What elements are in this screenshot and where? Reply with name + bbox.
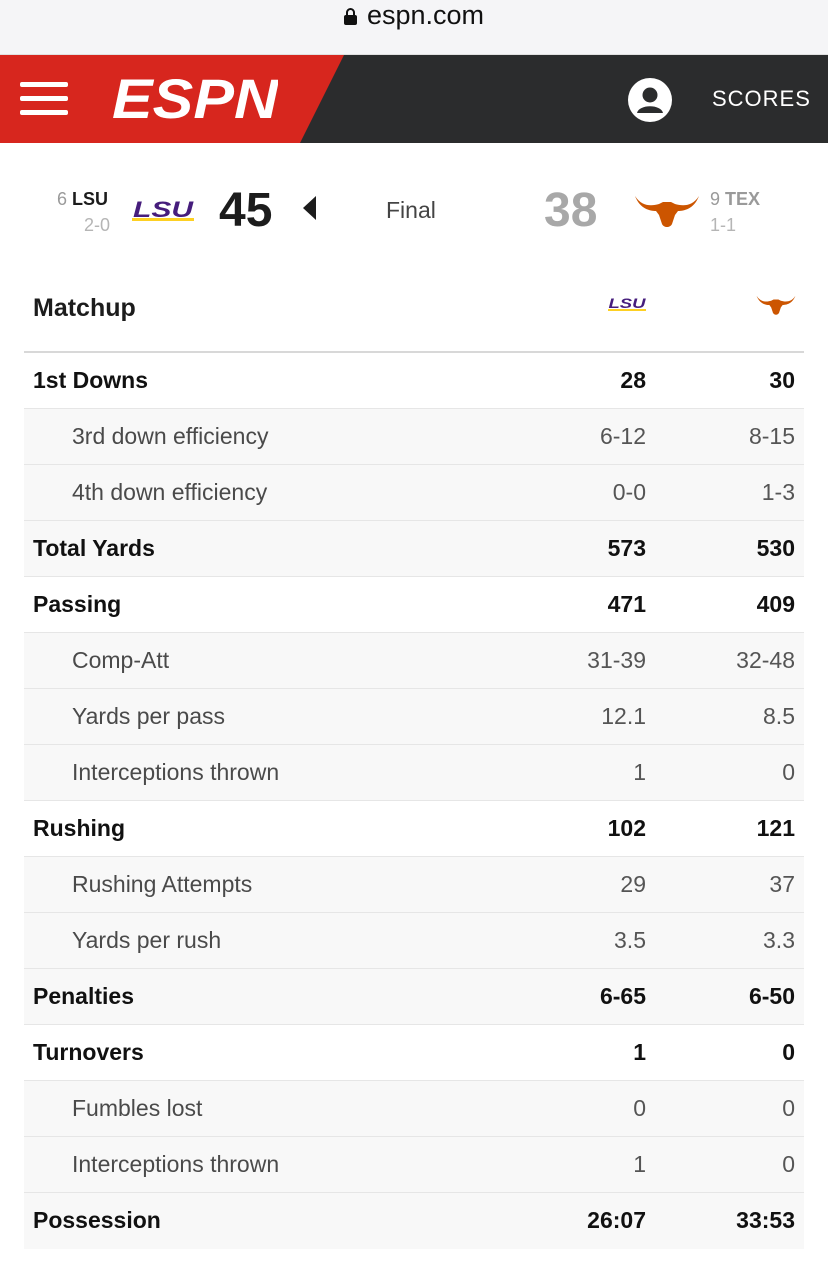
tex-value: 1-3	[761, 479, 795, 505]
tex-value: 6-50	[748, 983, 795, 1009]
stat-label: Passing	[33, 591, 122, 617]
matchup-header: Matchup LSU	[24, 268, 804, 353]
table-row: Total Yards 573 530	[24, 521, 804, 577]
home-team-rank-abbr: 9 TEX	[710, 189, 760, 210]
caret-left-icon	[303, 196, 316, 220]
lsu-value: 6-12	[599, 423, 646, 449]
table-row: 1st Downs 28 30	[24, 353, 804, 409]
table-row: Rushing 102 121	[24, 801, 804, 857]
url-display[interactable]: espn.com	[0, 0, 828, 31]
game-scoreboard[interactable]: 6 LSU 2-0 LSU 45 Final 38 9 TEX 1-1	[0, 143, 828, 268]
tex-value: 30	[769, 367, 795, 393]
tex-value: 32-48	[736, 647, 795, 673]
espn-logo[interactable]: ESPN	[112, 71, 278, 127]
lsu-value: 28	[620, 367, 646, 393]
lsu-value: 6-65	[599, 983, 646, 1009]
table-row: 3rd down efficiency 6-12 8-15	[24, 409, 804, 465]
lsu-value: 3.5	[614, 927, 646, 953]
browser-url-bar[interactable]: espn.com	[0, 0, 828, 55]
tex-value: 8-15	[748, 423, 795, 449]
table-row: Possession 26:07 33:53	[24, 1193, 804, 1249]
table-row: Rushing Attempts 29 37	[24, 857, 804, 913]
lsu-value: 471	[607, 591, 646, 617]
stat-label: 3rd down efficiency	[72, 423, 269, 449]
tex-value: 8.5	[763, 703, 795, 729]
stat-label: Yards per rush	[72, 927, 222, 953]
stat-label: Turnovers	[33, 1039, 144, 1065]
table-row: 4th down efficiency 0-0 1-3	[24, 465, 804, 521]
stat-label: 1st Downs	[33, 367, 149, 393]
lsu-value: 12.1	[601, 703, 646, 729]
tex-value: 33:53	[736, 1207, 795, 1233]
lsu-column-logo: LSU	[608, 296, 647, 311]
header-red-banner	[0, 55, 344, 143]
texas-longhorn-logo	[635, 196, 699, 227]
matchup-title: Matchup	[33, 294, 136, 322]
hamburger-menu-icon[interactable]	[20, 82, 68, 116]
tex-value: 121	[756, 815, 795, 841]
stat-label: Penalties	[33, 983, 134, 1009]
url-text: espn.com	[366, 0, 485, 30]
lsu-logo: LSU	[132, 199, 194, 222]
stat-label: Total Yards	[33, 535, 155, 561]
table-row: Yards per rush 3.5 3.3	[24, 913, 804, 969]
scores-link[interactable]: SCORES	[712, 86, 811, 111]
stats-table: 1st Downs 28 30 3rd down efficiency 6-12…	[24, 353, 804, 1249]
matchup-stats-card: Matchup LSU 1st Downs 28 30 3rd down eff…	[0, 268, 828, 1274]
table-row: Interceptions thrown 1 0	[24, 745, 804, 801]
texas-column-logo	[756, 295, 796, 315]
home-team-score: 38	[544, 184, 598, 237]
lsu-value: 1	[633, 759, 646, 785]
stat-label: Comp-Att	[72, 647, 170, 673]
lsu-value: 26:07	[587, 1207, 646, 1233]
home-team-record: 1-1	[710, 215, 737, 235]
table-row: Penalties 6-65 6-50	[24, 969, 804, 1025]
stat-label: Fumbles lost	[72, 1095, 203, 1121]
away-team-rank: 6	[57, 189, 68, 209]
svg-text:LSU: LSU	[133, 199, 194, 222]
stat-label: Yards per pass	[72, 703, 225, 729]
stat-label: Rushing Attempts	[72, 871, 253, 897]
lsu-value: 29	[620, 871, 646, 897]
lsu-value: 0-0	[612, 479, 646, 505]
lsu-value: 1	[633, 1151, 646, 1177]
lsu-value: 573	[607, 535, 646, 561]
home-team-abbr: TEX	[725, 189, 761, 209]
table-row: Turnovers 1 0	[24, 1025, 804, 1081]
away-team-record: 2-0	[84, 215, 111, 235]
table-row: Yards per pass 12.1 8.5	[24, 689, 804, 745]
away-team-abbr: LSU	[72, 189, 109, 209]
tex-value: 0	[782, 1095, 795, 1121]
lock-icon	[343, 1, 357, 31]
svg-text:LSU: LSU	[609, 296, 647, 311]
lsu-value: 102	[607, 815, 646, 841]
lsu-value: 1	[633, 1039, 646, 1065]
user-profile-icon[interactable]	[627, 77, 673, 123]
stat-label: 4th down efficiency	[72, 479, 268, 505]
table-row: Fumbles lost 0 0	[24, 1081, 804, 1137]
svg-text:ESPN: ESPN	[112, 71, 278, 127]
game-status: Final	[386, 197, 436, 223]
tex-value: 530	[756, 535, 795, 561]
tex-value: 37	[769, 871, 795, 897]
away-team-rank-abbr: 6 LSU	[57, 189, 108, 210]
lsu-value: 0	[633, 1095, 646, 1121]
stat-label: Rushing	[33, 815, 125, 841]
tex-value: 0	[782, 759, 795, 785]
tex-value: 3.3	[763, 927, 795, 953]
tex-value: 0	[782, 1039, 795, 1065]
away-team-score: 45	[219, 184, 273, 237]
stat-label: Interceptions thrown	[72, 1151, 280, 1177]
home-team-rank: 9	[710, 189, 721, 209]
lsu-value: 31-39	[587, 647, 646, 673]
tex-value: 409	[756, 591, 795, 617]
table-row: Comp-Att 31-39 32-48	[24, 633, 804, 689]
table-row: Passing 471 409	[24, 577, 804, 633]
table-row: Interceptions thrown 1 0	[24, 1137, 804, 1193]
stat-label: Possession	[33, 1207, 161, 1233]
stat-label: Interceptions thrown	[72, 759, 280, 785]
tex-value: 0	[782, 1151, 795, 1177]
site-header: ESPN SCORES	[0, 55, 828, 143]
